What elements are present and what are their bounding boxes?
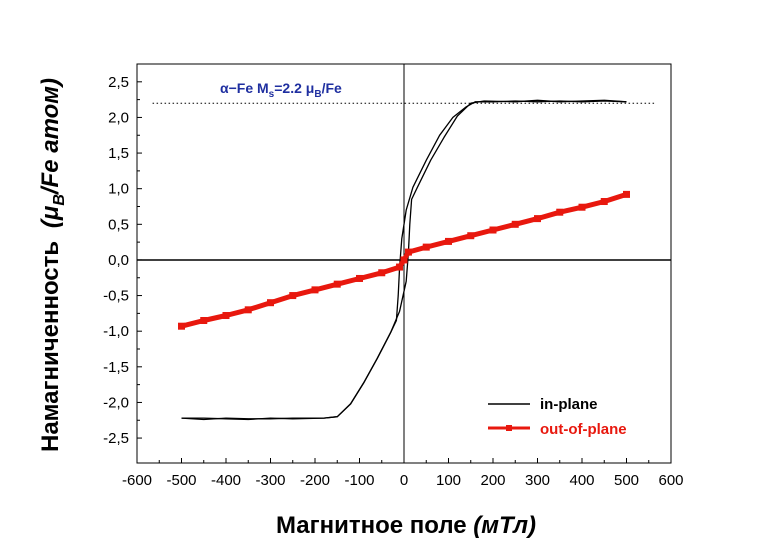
out-of-plane-point (311, 286, 319, 294)
out-of-plane-point (400, 256, 408, 264)
y-tick-label: 2,0 (108, 109, 129, 126)
x-tick-label: -500 (166, 472, 196, 489)
legend: in-plane out-of-plane (488, 396, 627, 438)
out-of-plane-point (244, 306, 252, 314)
out-of-plane-point (396, 263, 404, 271)
out-of-plane-point (578, 203, 586, 211)
out-of-plane-point (600, 198, 608, 206)
y-tick-label: 0,0 (108, 252, 129, 269)
out-of-plane-point (222, 312, 230, 320)
y-tick-label: -2,5 (103, 430, 129, 447)
x-tick-label: 600 (658, 472, 683, 489)
y-axis-title: Намагниченность (μB/Fe атом) (37, 78, 68, 452)
y-tick-label: -2,0 (103, 394, 129, 411)
y-tick-label: -1,0 (103, 323, 129, 340)
out-of-plane-point (178, 322, 185, 330)
x-tick-label: 500 (614, 472, 639, 489)
x-tick-label: 100 (436, 472, 461, 489)
y-tick-label: 1,0 (108, 181, 129, 198)
out-of-plane-point (356, 274, 363, 282)
x-tick-label: -100 (344, 472, 374, 489)
saturation-annotation: α−Fe Ms=2.2 μB/Fe (220, 80, 342, 100)
y-tick-label: 2,5 (108, 74, 129, 91)
x-tick-label: -200 (300, 472, 330, 489)
y-tick-label: -1,5 (103, 359, 129, 376)
out-of-plane-point (378, 269, 386, 277)
x-tick-label: 300 (525, 472, 550, 489)
x-tick-label: -600 (122, 472, 152, 489)
out-of-plane-point (623, 190, 630, 198)
out-of-plane-point (534, 215, 541, 223)
out-of-plane-point (422, 243, 430, 251)
x-tick-label: -300 (255, 472, 285, 489)
x-tick-label: 400 (569, 472, 594, 489)
out-of-plane-point (445, 237, 452, 245)
out-of-plane-point (289, 292, 297, 300)
legend-label-out-of-plane: out-of-plane (540, 421, 627, 438)
legend-marker-out-of-plane (506, 425, 512, 431)
out-of-plane-point (200, 317, 208, 324)
y-tick-label: 1,5 (108, 145, 129, 162)
out-of-plane-point (467, 232, 475, 240)
legend-label-in-plane: in-plane (540, 396, 598, 413)
y-tick-label: 0,5 (108, 216, 129, 233)
x-tick-label: -400 (211, 472, 241, 489)
out-of-plane-point (489, 226, 497, 234)
x-tick-label: 0 (400, 472, 408, 489)
out-of-plane-point (404, 248, 412, 256)
x-tick-label: 200 (480, 472, 505, 489)
y-tick-label: -0,5 (103, 288, 129, 305)
out-of-plane-point (333, 280, 341, 288)
out-of-plane-point (511, 220, 519, 228)
out-of-plane-point (267, 299, 274, 307)
x-axis-title: Магнитное поле (мТл) (276, 512, 536, 539)
out-of-plane-point (556, 208, 564, 216)
